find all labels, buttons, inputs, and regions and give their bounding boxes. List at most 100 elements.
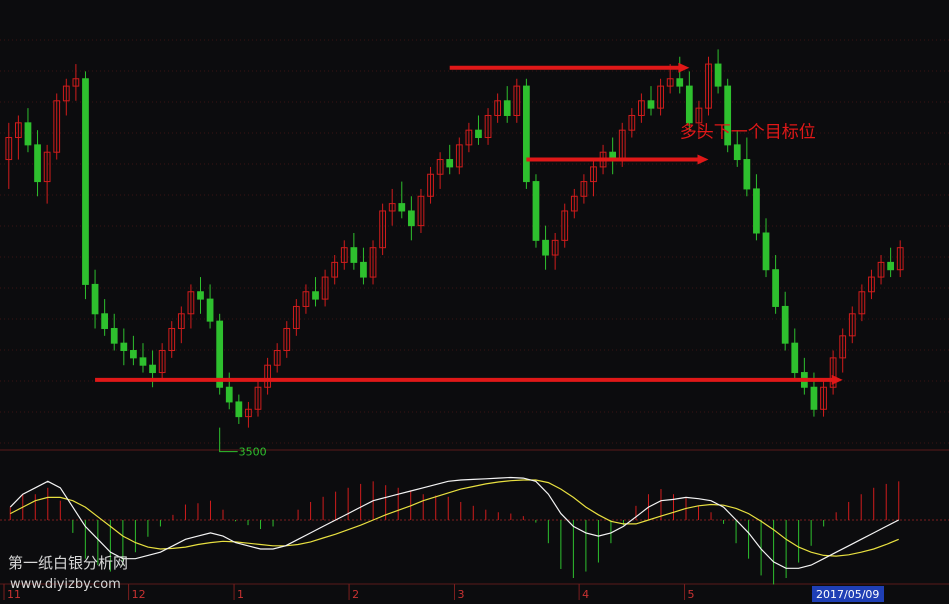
annotation-arrowhead: [678, 62, 690, 73]
candle-body: [868, 276, 875, 293]
candle-body: [139, 357, 147, 366]
candle-body: [532, 181, 540, 241]
x-tick-label: 1: [237, 588, 244, 601]
candle-body: [743, 159, 751, 190]
candle-body: [82, 78, 89, 285]
candle-body: [235, 401, 243, 418]
candle-body: [53, 100, 61, 153]
candle-body: [647, 100, 655, 109]
x-tick-label: 2: [352, 588, 359, 601]
candle-body: [273, 350, 281, 366]
candle-body: [570, 195, 578, 212]
candle-body: [829, 357, 837, 388]
annotation-arrowhead: [697, 154, 709, 165]
candle-body: [177, 313, 185, 329]
x-tick-label: 3: [458, 588, 465, 601]
candle-body: [206, 298, 214, 322]
x-axis: 11 12 1 2 3 4 5 2017/05/09: [3, 584, 884, 602]
candle-body: [733, 144, 741, 161]
x-tick-label: 11: [7, 588, 21, 601]
grid: [0, 39, 949, 585]
candle-body: [168, 327, 176, 352]
candle-body: [781, 305, 789, 344]
candle-body: [398, 203, 406, 212]
low-marker-label: 3500: [239, 446, 267, 459]
candle-body: [369, 247, 377, 278]
candle-body: [494, 100, 502, 116]
watermark: 第一纸白银分析网 www.diyizby.com: [8, 554, 128, 592]
candle-body: [503, 100, 511, 116]
candle-body: [513, 85, 521, 116]
candle-body: [676, 78, 684, 87]
candle-body: [848, 313, 856, 337]
candle-body: [714, 63, 722, 87]
annotation-arrowhead: [831, 374, 843, 385]
candle-body: [772, 269, 779, 307]
candle-body: [839, 335, 847, 359]
crosshair-date-label: 2017/05/09: [816, 588, 879, 601]
candle-body: [791, 342, 799, 374]
candle-body: [360, 261, 367, 278]
candle-body: [101, 313, 109, 329]
candle-body: [638, 100, 645, 116]
candle-body: [436, 159, 444, 175]
candle-body: [24, 122, 32, 146]
candle-body: [187, 291, 195, 315]
candle-body: [542, 239, 549, 256]
candle-body: [120, 342, 128, 352]
candle-body: [15, 122, 22, 139]
candle-body: [225, 386, 233, 403]
candle-body: [695, 107, 703, 124]
candle-body: [407, 210, 415, 227]
candle-body: [484, 114, 492, 139]
x-tick-label: 4: [582, 588, 589, 601]
candle-body: [158, 350, 166, 374]
candle-body: [254, 386, 262, 410]
candle-body: [551, 239, 559, 256]
candle-body: [302, 291, 310, 307]
candle-body: [245, 408, 252, 418]
annotations: 多头下一个目标位 3500: [95, 62, 843, 459]
candle-body: [283, 327, 291, 352]
candle-body: [91, 283, 99, 315]
macd-dea-line: [10, 479, 899, 557]
candle-body: [685, 85, 693, 124]
macd-dif-line: [9, 476, 899, 569]
candle-body: [312, 291, 319, 300]
candle-body: [446, 159, 454, 168]
x-tick-label: 12: [132, 588, 146, 601]
candle-body: [264, 364, 271, 388]
candle-body: [475, 129, 482, 139]
macd-panel: [9, 476, 900, 585]
candle-body: [887, 261, 894, 271]
candle-body: [724, 85, 732, 146]
candle-body: [388, 203, 396, 212]
candle-body: [628, 114, 636, 131]
candle-body: [465, 129, 473, 146]
candle-body: [561, 210, 569, 241]
annotation-text: 多头下一个目标位: [680, 123, 816, 143]
candle-body: [350, 247, 358, 263]
candle-body: [379, 210, 386, 249]
candle-body: [753, 188, 760, 234]
candle-body: [72, 78, 80, 87]
candle-body: [523, 85, 530, 183]
candle-body: [877, 261, 885, 278]
candle-body: [292, 305, 300, 329]
candle-body: [455, 144, 463, 168]
candle-body: [43, 151, 51, 183]
candle-body: [340, 247, 348, 263]
watermark-line1: 第一纸白银分析网: [8, 554, 128, 572]
x-tick-label: 5: [688, 588, 695, 601]
candle-body: [762, 232, 770, 271]
candle-body: [149, 364, 156, 374]
crosshair-date-box: [812, 586, 884, 602]
candle-body: [130, 350, 137, 359]
candle-body: [417, 195, 425, 227]
candle-body: [590, 166, 597, 183]
candle-body: [5, 137, 13, 161]
candle-body: [62, 85, 70, 102]
candle-body: [216, 320, 224, 388]
candle-body: [427, 173, 434, 197]
